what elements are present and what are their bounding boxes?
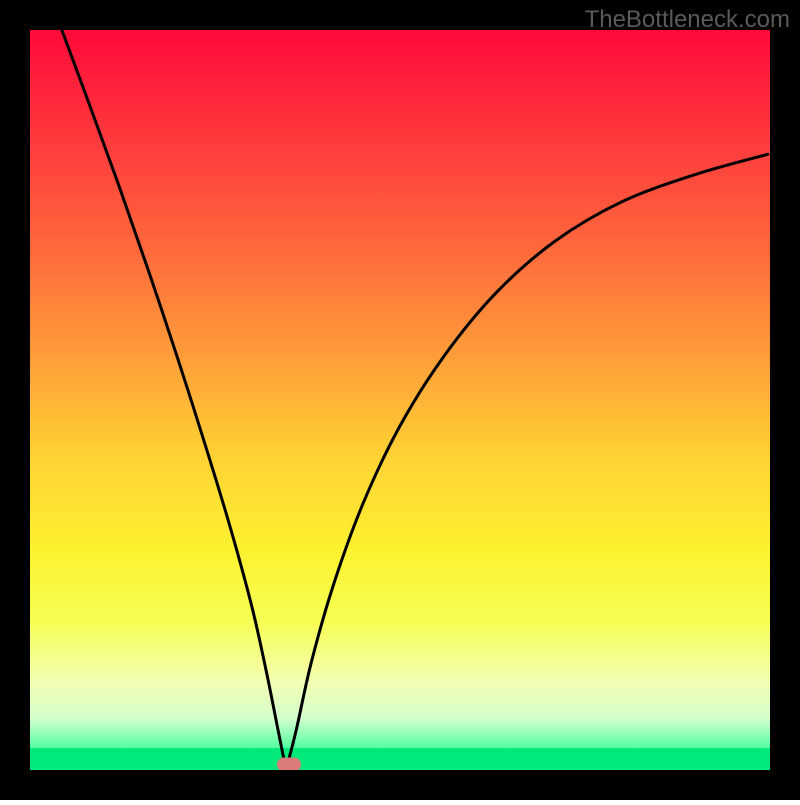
green-band [30,748,770,770]
plot-area [30,30,770,771]
bottleneck-chart [0,0,800,800]
optimum-marker [277,757,301,771]
watermark-text: TheBottleneck.com [585,6,790,34]
gradient-background [30,30,770,770]
chart-stage: TheBottleneck.com [0,0,800,800]
